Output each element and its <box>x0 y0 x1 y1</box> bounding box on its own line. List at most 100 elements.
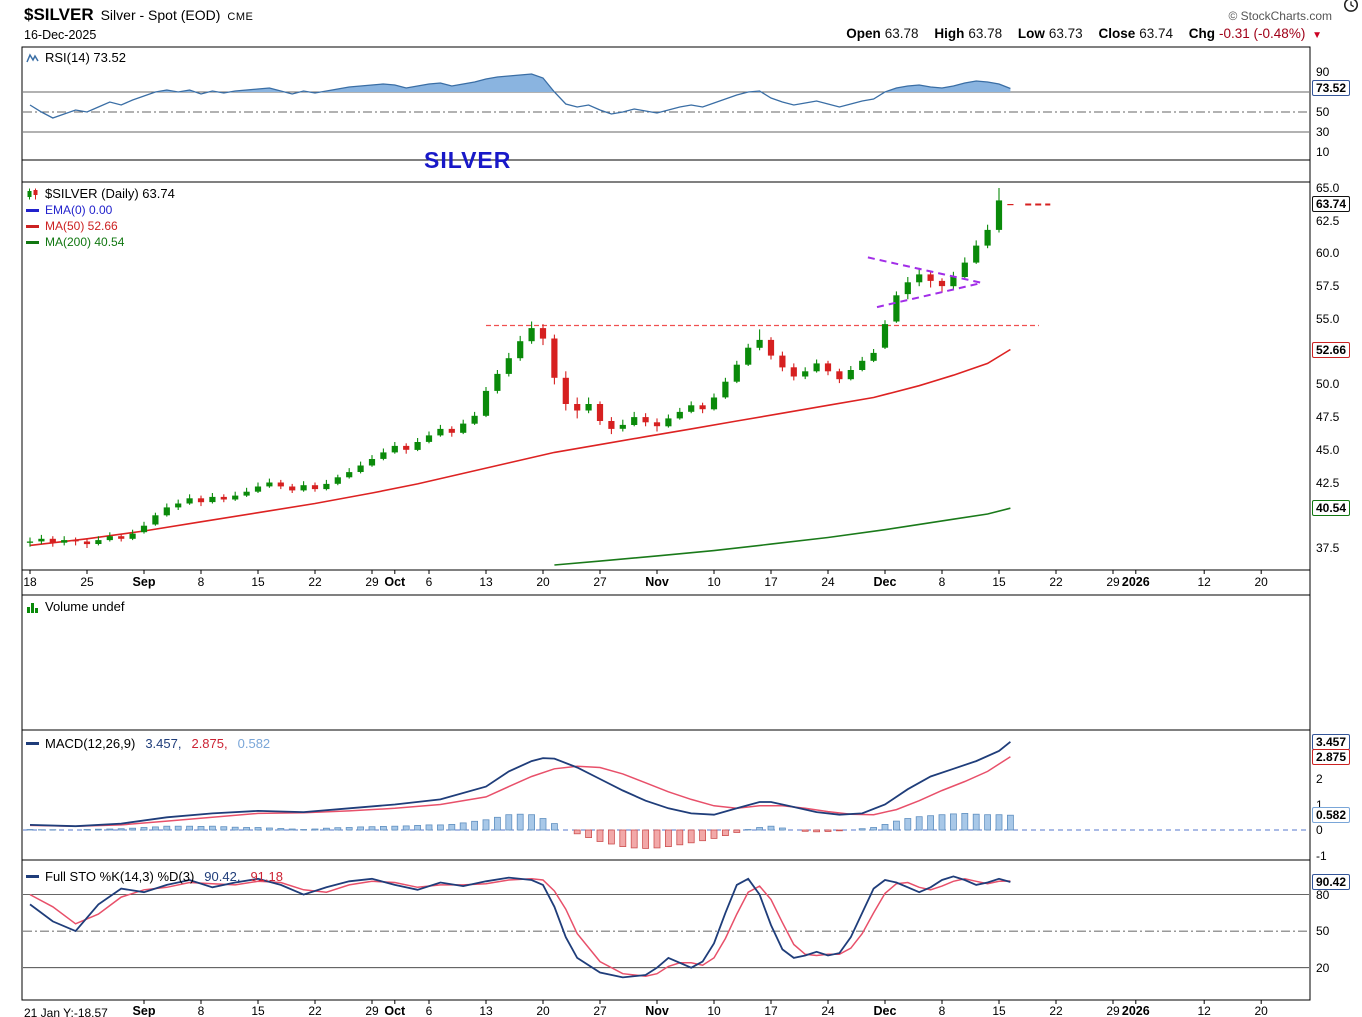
candle-body <box>106 536 113 541</box>
quote-summary: Open 63.78 High 63.78 Low 63.73 Close 63.74 … <box>834 26 1322 41</box>
candle-body <box>596 404 604 421</box>
macd-histogram <box>26 813 1014 849</box>
macd-histogram-bar <box>984 814 991 831</box>
macd-histogram-bar <box>972 813 980 831</box>
candle-body <box>608 421 615 429</box>
candle-body <box>836 371 843 380</box>
rsi-overbought-fill <box>30 74 1011 92</box>
candle-body <box>767 339 775 356</box>
macd-histogram-bar <box>961 813 969 831</box>
macd-histogram-bar <box>322 827 330 831</box>
macd-histogram-bar <box>881 824 889 831</box>
ema-line-icon <box>26 208 39 212</box>
candle-body <box>448 428 455 433</box>
sto-k-line <box>29 875 1011 979</box>
chg-down-arrow-icon[interactable]: ▼ <box>1312 30 1322 41</box>
macd-histogram-bar <box>676 829 684 846</box>
sto-line-icon <box>26 875 39 878</box>
macd-histogram-bar <box>642 829 649 849</box>
close-value: 63.74 <box>1139 26 1174 41</box>
volume-icon <box>27 602 38 613</box>
macd-histogram-bar <box>254 827 262 831</box>
ma200-legend: MA(200) 40.54 <box>45 235 125 249</box>
candles-group <box>26 188 1014 548</box>
candle-body <box>346 472 353 478</box>
symbol: $SILVER <box>24 5 94 24</box>
candle-body <box>927 274 934 281</box>
candle-body <box>140 525 148 533</box>
candle-body <box>300 485 307 491</box>
candle-body <box>403 445 410 450</box>
candle-body <box>391 445 398 453</box>
macd-histogram-bar <box>95 828 102 831</box>
candle-body <box>585 404 592 411</box>
candle-body <box>323 483 330 490</box>
clock-icon[interactable] <box>1342 0 1360 17</box>
macd-histogram-bar <box>539 818 547 831</box>
candle-body <box>984 229 991 246</box>
candle-body <box>756 339 763 348</box>
macd-histogram-bar <box>379 826 387 831</box>
macd-histogram-bar <box>619 829 627 848</box>
high-value: 63.78 <box>968 26 1003 41</box>
macd-histogram-bar <box>129 827 137 831</box>
candle-body <box>494 373 501 391</box>
sto-k-value: 90.42, <box>204 869 241 884</box>
candle-body <box>859 360 866 370</box>
macd-histogram-bar <box>927 815 934 831</box>
candle-body <box>95 540 102 544</box>
sto-legend-label: Full STO %K(14,3) %D(3) <box>45 869 195 884</box>
macd-signal-line <box>29 756 1011 827</box>
candle-body <box>505 358 512 374</box>
macd-histogram-bar <box>345 827 353 831</box>
candle-body <box>61 540 68 543</box>
candle-body <box>745 347 752 365</box>
candle-body <box>517 341 524 359</box>
macd-histogram-bar <box>334 827 342 831</box>
ma200-line-icon <box>26 240 39 244</box>
macd-line-icon <box>26 742 39 745</box>
macd-histogram-bar <box>836 829 843 832</box>
macd-histogram-bar <box>163 825 171 831</box>
macd-histogram-bar <box>893 820 900 831</box>
candle-body <box>893 295 900 322</box>
volume-legend: Volume undef <box>26 599 125 614</box>
candle-body <box>482 390 490 416</box>
macd-histogram-bar <box>436 824 444 831</box>
candle-body <box>813 363 820 372</box>
macd-histogram-bar <box>402 825 410 831</box>
copyright: © StockCharts.com <box>1228 9 1332 23</box>
candle-body <box>254 486 262 492</box>
price-legend: $SILVER (Daily) 63.74 EMA(0) 0.00 MA(50)… <box>26 186 175 249</box>
macd-histogram-bar <box>391 825 399 831</box>
macd-histogram-bar <box>699 829 706 842</box>
candle-body <box>72 540 79 542</box>
exchange: CME <box>227 11 254 23</box>
candle-body <box>277 482 284 487</box>
sto-panel <box>21 859 1311 1001</box>
candle-body <box>904 282 911 295</box>
macd-histogram-bar <box>687 829 695 844</box>
macd-histogram-bar <box>493 816 501 831</box>
macd-histogram-bar <box>140 827 148 831</box>
candle-body <box>83 541 91 545</box>
ma200-line <box>554 507 1011 566</box>
macd-histogram-bar <box>1007 814 1014 831</box>
candle-body <box>733 364 740 382</box>
candle-body <box>175 503 182 508</box>
candle-body <box>528 328 535 342</box>
macd-histogram-bar <box>471 820 479 831</box>
candle-body <box>688 405 695 412</box>
macd-histogram-bar <box>551 823 558 831</box>
candle-body <box>26 541 34 543</box>
candle-body <box>938 280 946 287</box>
macd-histogram-bar <box>117 828 125 831</box>
macd-histogram-bar <box>208 825 216 831</box>
ma50-legend: MA(50) 52.66 <box>45 219 118 233</box>
chg-value: -0.31 (-0.48%) <box>1219 26 1306 41</box>
open-label: Open <box>846 26 881 41</box>
macd-histogram-bar <box>733 829 741 833</box>
macd-histogram-bar <box>368 826 376 831</box>
macd-histogram-bar <box>186 825 194 831</box>
